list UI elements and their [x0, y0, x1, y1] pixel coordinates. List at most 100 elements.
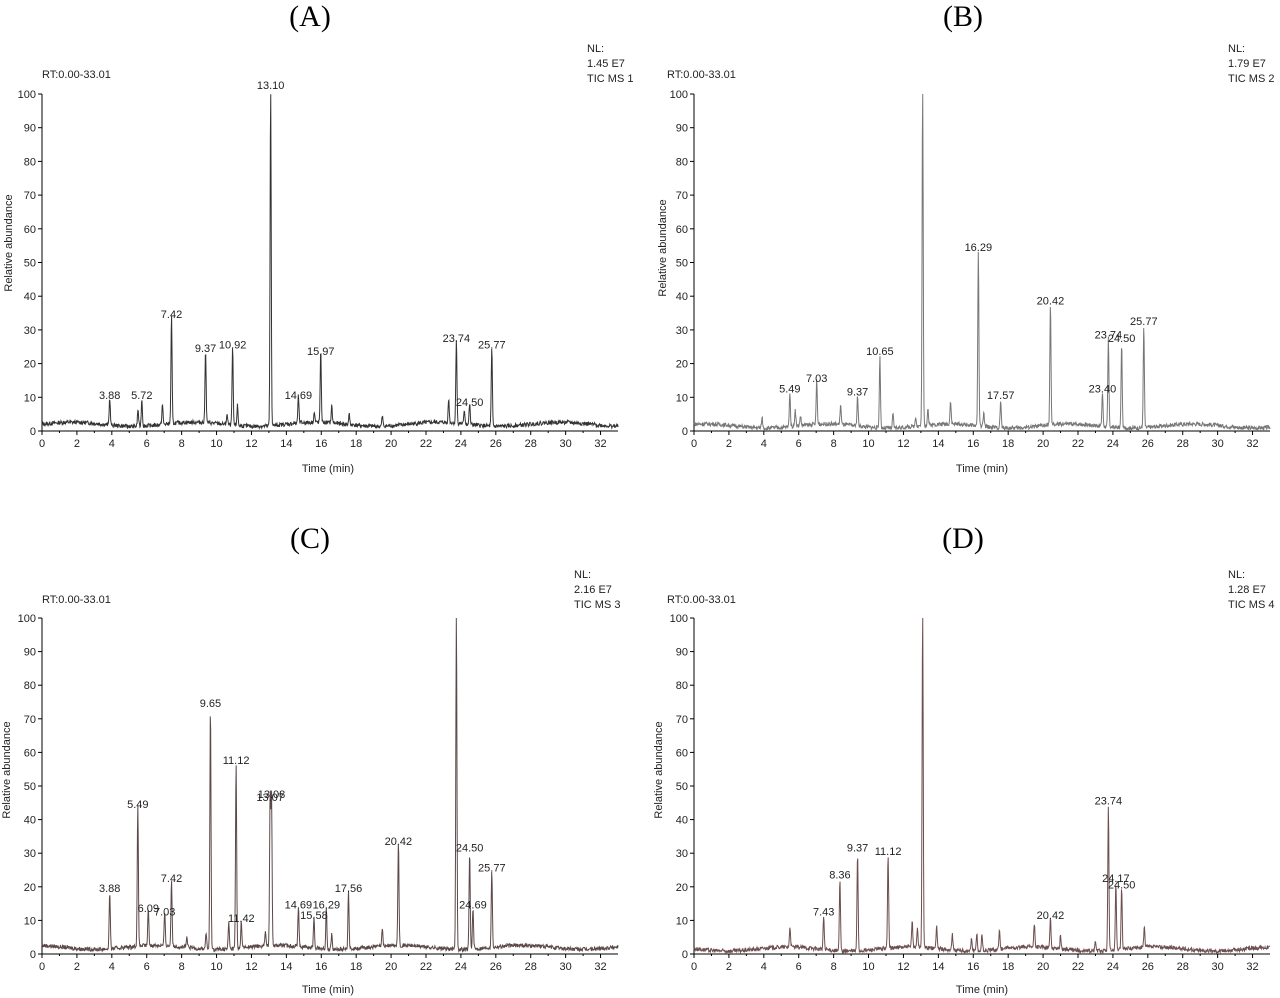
x-tick-label: 26 — [490, 438, 502, 450]
panel-b-nl-value: 1.79 E7 — [1228, 58, 1266, 70]
peak-label: 20.42 — [385, 836, 413, 848]
peak-label: 13.08 — [258, 789, 286, 801]
x-tick-label: 2 — [726, 961, 732, 973]
y-tick-label: 70 — [676, 190, 688, 202]
y-tick-label: 70 — [24, 714, 36, 726]
x-tick-label: 10 — [862, 961, 874, 973]
x-tick-label: 4 — [109, 961, 115, 973]
x-tick-label: 30 — [1212, 961, 1224, 973]
x-tick-label: 24 — [1107, 438, 1119, 450]
peak-label: 6.09 — [138, 903, 159, 915]
peak-label: 23.74 — [443, 333, 471, 345]
x-tick-label: 32 — [1246, 961, 1258, 973]
y-tick-label: 50 — [24, 781, 36, 793]
y-tick-label: 60 — [24, 747, 36, 759]
panel-b-y-axis-label: Relative abundance — [657, 199, 669, 296]
x-tick-label: 26 — [490, 961, 502, 973]
peak-label: 7.42 — [161, 873, 182, 885]
x-tick-label: 0 — [39, 438, 45, 450]
x-tick-label: 20 — [1037, 438, 1049, 450]
y-tick-label: 100 — [18, 613, 36, 625]
peak-label: 23.74 — [1095, 329, 1123, 341]
y-tick-label: 20 — [676, 882, 688, 894]
x-tick-label: 14 — [280, 961, 292, 973]
panel-c-plot: 0 2 4 6 8 10 12 14 16 18 20 22 24 26 28 30 3201020304050… — [18, 613, 619, 973]
peak-label: 7.42 — [161, 309, 182, 321]
x-tick-label: 18 — [350, 438, 362, 450]
peak-label: 20.42 — [1037, 296, 1065, 308]
y-tick-label: 10 — [676, 915, 688, 927]
panel-c-title: (C) — [290, 522, 330, 555]
x-tick-label: 10 — [210, 961, 222, 973]
panel-d-x-axis-label: Time (min) — [956, 984, 1008, 996]
x-tick-label: 16 — [967, 961, 979, 973]
y-tick-label: 90 — [676, 123, 688, 135]
peak-label: 10.65 — [866, 346, 894, 358]
y-tick-label: 50 — [676, 781, 688, 793]
y-tick-label: 30 — [24, 848, 36, 860]
x-tick-label: 12 — [897, 438, 909, 450]
x-tick-label: 4 — [761, 438, 767, 450]
x-tick-label: 2 — [74, 438, 80, 450]
peak-label: 24.69 — [459, 900, 487, 912]
x-tick-label: 8 — [831, 438, 837, 450]
x-tick-label: 30 — [1212, 438, 1224, 450]
peak-label: 25.77 — [478, 339, 506, 351]
x-tick-label: 32 — [594, 438, 606, 450]
panel-a-rt-range: RT:0.00-33.01 — [42, 69, 111, 81]
peak-label: 5.49 — [779, 383, 800, 395]
y-tick-label: 0 — [682, 949, 688, 961]
peak-label: 24.50 — [1108, 880, 1136, 892]
x-tick-label: 32 — [1246, 438, 1258, 450]
x-tick-label: 12 — [245, 961, 257, 973]
peak-label: 5.72 — [131, 390, 152, 402]
peak-label: 16.29 — [313, 900, 341, 912]
x-tick-label: 18 — [350, 961, 362, 973]
peak-label: 24.50 — [456, 397, 484, 409]
panel-a-tic-trace — [41, 94, 619, 431]
y-tick-label: 90 — [24, 123, 36, 135]
panel-c-tic-trace — [41, 617, 619, 953]
x-tick-label: 28 — [1177, 961, 1189, 973]
y-tick-label: 90 — [24, 647, 36, 659]
peak-label: 8.36 — [829, 869, 850, 881]
x-tick-label: 6 — [796, 438, 802, 450]
y-tick-label: 60 — [676, 224, 688, 236]
peak-label: 7.03 — [154, 906, 175, 918]
peak-label: 14.69 — [285, 390, 313, 402]
x-tick-label: 22 — [1072, 961, 1084, 973]
panel-d-tic-trace — [693, 617, 1271, 955]
y-tick-label: 90 — [676, 647, 688, 659]
x-tick-label: 24 — [1107, 961, 1119, 973]
panel-b-x-axis-label: Time (min) — [956, 463, 1008, 475]
x-tick-label: 2 — [74, 961, 80, 973]
panel-c-nl-value: 2.16 E7 — [574, 584, 612, 596]
x-tick-label: 6 — [144, 961, 150, 973]
peak-label: 23.74 — [1095, 796, 1123, 808]
y-tick-label: 40 — [24, 815, 36, 827]
x-tick-label: 8 — [831, 961, 837, 973]
panel-b-title: (B) — [943, 0, 983, 33]
y-tick-label: 20 — [676, 359, 688, 371]
x-tick-label: 24 — [455, 438, 467, 450]
x-tick-label: 20 — [385, 438, 397, 450]
x-tick-label: 14 — [280, 438, 292, 450]
y-tick-label: 10 — [24, 392, 36, 404]
y-tick-label: 40 — [676, 815, 688, 827]
panel-d: (D) NL: 1.28 E7 TIC MS 4 RT:0.00-33.01 R… — [653, 522, 1274, 996]
panel-c-nl-label: NL: — [574, 569, 591, 581]
x-tick-label: 22 — [420, 961, 432, 973]
panel-a-plot: 0 2 4 6 8 10 12 14 16 18 20 22 24 26 28 30 3201020304050… — [18, 80, 619, 450]
y-tick-label: 40 — [24, 291, 36, 303]
peak-label: 10.92 — [219, 339, 247, 351]
y-tick-label: 70 — [24, 190, 36, 202]
panel-d-y-axis-label: Relative abundance — [653, 721, 665, 818]
x-tick-label: 10 — [862, 438, 874, 450]
panel-a-scan-filter: TIC MS 1 — [587, 73, 633, 85]
x-tick-label: 22 — [1072, 438, 1084, 450]
panel-b-tic-trace — [693, 93, 1271, 432]
peak-label: 3.88 — [99, 390, 120, 402]
y-tick-label: 80 — [24, 156, 36, 168]
panel-a-y-axis-label: Relative abundance — [3, 194, 15, 291]
